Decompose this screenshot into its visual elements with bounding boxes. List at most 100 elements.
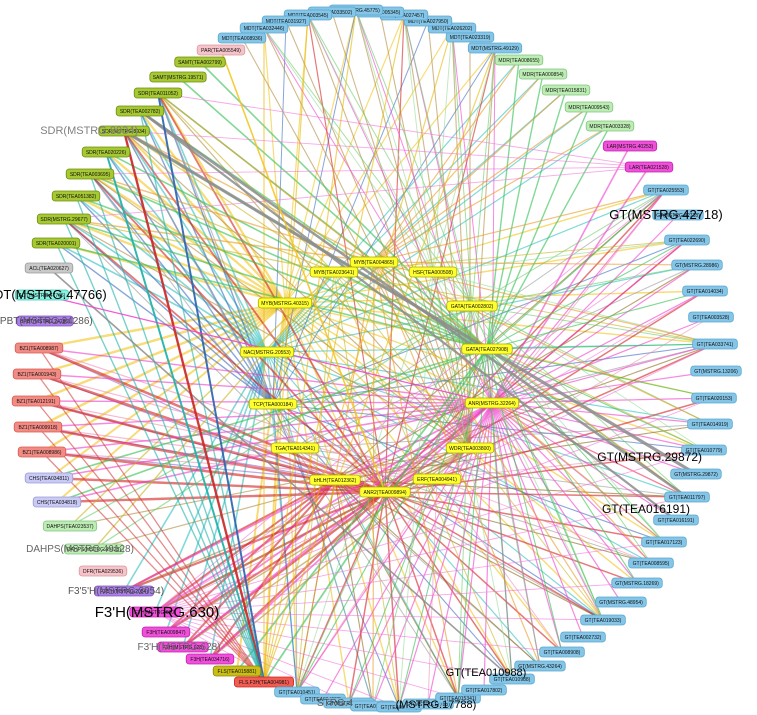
graph-node[interactable]: MDT(TEA008936) (217, 32, 267, 44)
node-shape[interactable] (24, 472, 74, 484)
node-shape[interactable] (624, 161, 674, 173)
graph-node[interactable]: MDR(TEA008655) (494, 54, 544, 66)
graph-node[interactable]: ANR2(TEA009894) (359, 486, 411, 498)
node-shape[interactable] (12, 368, 62, 380)
node-shape[interactable] (129, 606, 181, 618)
graph-node[interactable]: GT(TEA011797) (664, 491, 710, 503)
node-shape[interactable] (309, 266, 359, 278)
node-shape[interactable] (11, 395, 61, 407)
graph-node[interactable]: CHS(TEA034811) (24, 472, 74, 484)
graph-node[interactable]: GT(TEA022690) (664, 234, 710, 246)
node-shape[interactable] (560, 631, 606, 643)
graph-node[interactable]: MDR(TEA009543) (564, 101, 614, 113)
graph-node[interactable]: SDR(TEA003695) (65, 168, 115, 180)
graph-node[interactable]: GATA(TEA002802) (446, 300, 498, 312)
node-shape[interactable] (14, 289, 70, 301)
node-shape[interactable] (489, 673, 535, 685)
graph-node[interactable]: SAMT(MSTRG.19571) (149, 71, 207, 83)
node-shape[interactable] (185, 653, 235, 665)
node-shape[interactable] (445, 31, 495, 43)
node-shape[interactable] (652, 209, 704, 221)
node-shape[interactable] (445, 442, 495, 454)
node-shape[interactable] (514, 660, 566, 672)
graph-node[interactable]: CHS(TEA034818) (32, 496, 82, 508)
node-shape[interactable] (309, 474, 361, 486)
node-shape[interactable] (664, 491, 710, 503)
node-shape[interactable] (81, 146, 131, 158)
graph-node[interactable]: HSF(TEA000508) (408, 266, 458, 278)
node-shape[interactable] (467, 42, 523, 54)
node-shape[interactable] (691, 392, 737, 404)
graph-node[interactable]: MDT(TEA023319) (445, 31, 495, 43)
graph-node[interactable]: NAC(MSTRG.20553) (239, 346, 295, 358)
node-shape[interactable] (14, 342, 64, 354)
node-shape[interactable] (564, 101, 614, 113)
graph-node[interactable]: BZ1(TEA012191) (11, 395, 61, 407)
node-shape[interactable] (217, 32, 267, 44)
graph-node[interactable]: MYB(MSTRG.40315) (257, 297, 313, 309)
node-shape[interactable] (464, 397, 520, 409)
node-shape[interactable] (671, 259, 723, 271)
graph-node[interactable]: GT(TEA014034) (682, 285, 728, 297)
node-shape[interactable] (359, 486, 411, 498)
node-shape[interactable] (670, 468, 722, 480)
node-shape[interactable] (36, 213, 92, 225)
node-shape[interactable] (446, 300, 498, 312)
graph-node[interactable]: MDR(TEA000854) (518, 68, 568, 80)
node-shape[interactable] (682, 285, 728, 297)
node-shape[interactable] (408, 266, 458, 278)
graph-node[interactable]: ERF(TEA004941) (412, 473, 462, 485)
node-shape[interactable] (78, 565, 128, 577)
graph-node[interactable]: ACL(TEA020627) (24, 262, 74, 274)
node-shape[interactable] (585, 120, 635, 132)
graph-node[interactable]: BZ1(TEA001943) (12, 368, 62, 380)
node-shape[interactable] (24, 262, 74, 274)
graph-node[interactable]: SDR(TEA002782) (115, 105, 165, 117)
graph-node[interactable]: DAHPS(TEA023537) (42, 520, 98, 532)
node-shape[interactable] (461, 684, 507, 696)
node-shape[interactable] (595, 596, 647, 608)
graph-node[interactable]: F3H(TEA009847) (141, 626, 191, 638)
node-shape[interactable] (690, 365, 742, 377)
node-shape[interactable] (141, 626, 191, 638)
node-shape[interactable] (42, 520, 98, 532)
node-shape[interactable] (641, 536, 687, 548)
node-shape[interactable] (157, 641, 209, 653)
graph-node[interactable]: SAMT(TEA002799) (174, 56, 226, 68)
node-shape[interactable] (212, 665, 262, 677)
graph-node[interactable]: GT(TEA003528) (688, 311, 734, 323)
graph-node[interactable]: BZ1(TEA009918) (13, 421, 63, 433)
node-shape[interactable] (65, 168, 115, 180)
graph-node[interactable]: GT(MSTRG.48954) (595, 596, 647, 608)
node-shape[interactable] (51, 190, 101, 202)
graph-node[interactable]: SDR(TEA020226) (81, 146, 131, 158)
graph-node[interactable]: GT(TEA008908) (539, 646, 585, 658)
graph-node[interactable]: LAR(MSTRG.40253) (602, 140, 658, 152)
graph-node[interactable]: GT(TEA019033) (580, 614, 626, 626)
node-shape[interactable] (133, 87, 183, 99)
node-shape[interactable] (13, 421, 63, 433)
node-shape[interactable] (541, 84, 591, 96)
node-shape[interactable] (196, 44, 246, 56)
node-shape[interactable] (518, 68, 568, 80)
node-shape[interactable] (239, 346, 295, 358)
graph-node[interactable]: MYB(TEA004865) (349, 256, 399, 268)
node-shape[interactable] (64, 543, 125, 555)
graph-node[interactable]: MDT(TEA032446) (239, 22, 289, 34)
graph-node[interactable]: BZ1(TEA008987) (14, 342, 64, 354)
node-shape[interactable] (494, 54, 544, 66)
graph-node[interactable]: GT(TEA020153) (691, 392, 737, 404)
node-shape[interactable] (643, 184, 689, 196)
node-shape[interactable] (94, 585, 155, 597)
node-shape[interactable] (688, 311, 734, 323)
node-shape[interactable] (681, 444, 727, 456)
node-shape[interactable] (31, 237, 81, 249)
graph-node[interactable]: GT(MSTRG.29872) (670, 468, 722, 480)
node-shape[interactable] (435, 692, 481, 704)
graph-node[interactable]: GT(MSTRG.18269) (611, 577, 663, 589)
graph-node[interactable]: FLS(TEA015881) (212, 665, 262, 677)
graph-node[interactable]: GT(MSTRG.13206) (690, 365, 742, 377)
graph-node[interactable]: SDR(TEA020001) (31, 237, 81, 249)
node-shape[interactable] (692, 338, 738, 350)
node-shape[interactable] (270, 442, 320, 454)
